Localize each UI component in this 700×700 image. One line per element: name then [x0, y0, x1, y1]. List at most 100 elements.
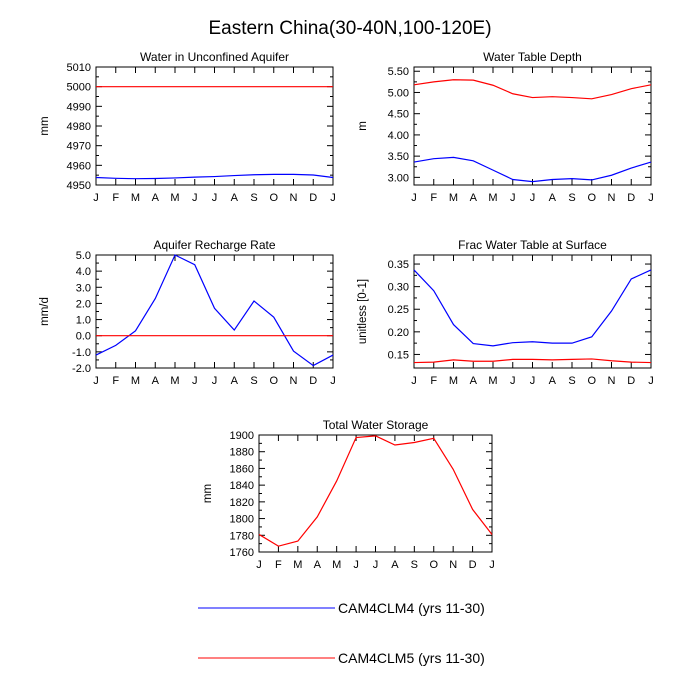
- series-line-b: [258, 435, 493, 547]
- y-tick-label: 3.50: [388, 151, 409, 163]
- x-tick-label: J: [192, 192, 198, 204]
- x-tick-label: S: [250, 192, 257, 204]
- y-axis-label: mm/d: [39, 297, 51, 326]
- x-tick-label: A: [231, 375, 239, 387]
- y-tick-label: 1.0: [76, 315, 91, 327]
- plot-frame: [413, 66, 652, 186]
- x-tick-label: J: [510, 192, 516, 204]
- x-tick-label: F: [430, 192, 437, 204]
- y-tick-label: 4950: [67, 180, 91, 192]
- y-tick-label: 4960: [67, 160, 91, 172]
- panel-title: Frac Water Table at Surface: [458, 238, 607, 252]
- y-axis-label: unitless [0-1]: [357, 279, 369, 344]
- series-line-b: [413, 358, 652, 364]
- series-line-b: [413, 79, 652, 100]
- x-tick-label: N: [449, 559, 457, 571]
- x-tick-label: D: [627, 375, 635, 387]
- x-tick-label: J: [93, 375, 99, 387]
- x-tick-label: S: [568, 375, 575, 387]
- x-tick-label: A: [470, 375, 478, 387]
- legend-label-b: CAM4CLM5 (yrs 11-30): [338, 650, 485, 666]
- y-tick-label: 4980: [67, 121, 91, 133]
- y-tick-label: 0.25: [388, 304, 409, 316]
- x-tick-label: M: [293, 559, 302, 571]
- series-line-a: [95, 173, 334, 180]
- x-tick-label: F: [112, 192, 119, 204]
- x-tick-label: M: [449, 375, 458, 387]
- x-tick-label: N: [608, 192, 616, 204]
- panel-title: Aquifer Recharge Rate: [153, 238, 275, 252]
- y-tick-label: 4970: [67, 141, 91, 153]
- x-tick-label: N: [290, 375, 298, 387]
- y-tick-label: 3.0: [76, 282, 91, 294]
- x-tick-label: M: [131, 375, 140, 387]
- x-tick-label: A: [152, 375, 160, 387]
- plot-frame: [95, 254, 334, 369]
- x-tick-label: A: [470, 192, 478, 204]
- x-tick-label: A: [391, 559, 399, 571]
- y-tick-label: 1800: [230, 514, 254, 526]
- y-tick-label: 1840: [230, 480, 254, 492]
- plot-frame: [95, 66, 334, 186]
- y-axis-label: m: [357, 121, 369, 131]
- panel-title: Water Table Depth: [483, 50, 582, 64]
- y-axis-label: mm: [202, 484, 214, 503]
- x-tick-label: A: [549, 192, 557, 204]
- x-tick-label: F: [275, 559, 282, 571]
- panel-title: Total Water Storage: [323, 418, 429, 432]
- x-tick-label: O: [429, 559, 438, 571]
- x-tick-label: D: [469, 559, 477, 571]
- y-tick-label: 4.0: [76, 266, 91, 278]
- series-line-a: [413, 156, 652, 183]
- x-tick-label: D: [309, 375, 317, 387]
- y-tick-label: 4.00: [388, 130, 409, 142]
- x-tick-label: A: [152, 192, 160, 204]
- x-tick-label: J: [510, 375, 516, 387]
- x-tick-label: J: [373, 559, 379, 571]
- panel-3: Frac Water Table at Surface unitless [0-1…: [357, 238, 654, 387]
- plot-frame: [258, 434, 493, 553]
- y-tick-label: 0.20: [388, 327, 409, 339]
- x-tick-label: N: [290, 192, 298, 204]
- series-line-a: [95, 254, 334, 367]
- y-tick-label: 4.50: [388, 109, 409, 121]
- series-line-a: [413, 269, 652, 347]
- panel-title: Water in Unconfined Aquifer: [140, 50, 289, 64]
- x-tick-label: S: [568, 192, 575, 204]
- y-tick-label: 1780: [230, 530, 254, 542]
- y-axis-label: mm: [39, 116, 51, 135]
- y-tick-label: 5010: [67, 62, 91, 74]
- y-tick-label: 1820: [230, 497, 254, 509]
- x-tick-label: J: [93, 192, 99, 204]
- x-tick-label: M: [170, 375, 179, 387]
- x-tick-label: F: [430, 375, 437, 387]
- x-tick-label: M: [488, 375, 497, 387]
- y-tick-label: 5000: [67, 82, 91, 94]
- x-tick-label: S: [411, 559, 418, 571]
- x-tick-label: A: [314, 559, 322, 571]
- x-tick-label: O: [587, 375, 596, 387]
- y-tick-label: -1.0: [72, 347, 91, 359]
- x-tick-label: J: [330, 375, 336, 387]
- y-tick-label: 5.50: [388, 66, 409, 78]
- x-tick-label: M: [332, 559, 341, 571]
- y-tick-label: 5.0: [76, 250, 91, 262]
- x-tick-label: M: [131, 192, 140, 204]
- y-tick-label: 2.0: [76, 298, 91, 310]
- figure-title: Eastern China(30-40N,100-120E): [208, 18, 491, 39]
- x-tick-label: J: [489, 559, 495, 571]
- x-tick-label: M: [170, 192, 179, 204]
- x-tick-label: J: [648, 375, 654, 387]
- legend-label-a: CAM4CLM4 (yrs 11-30): [338, 600, 485, 616]
- x-tick-label: J: [192, 375, 198, 387]
- x-tick-label: J: [648, 192, 654, 204]
- x-tick-label: M: [449, 192, 458, 204]
- x-tick-label: O: [587, 192, 596, 204]
- y-tick-label: 3.00: [388, 172, 409, 184]
- y-tick-label: 1760: [230, 547, 254, 559]
- y-tick-label: 0.35: [388, 259, 409, 271]
